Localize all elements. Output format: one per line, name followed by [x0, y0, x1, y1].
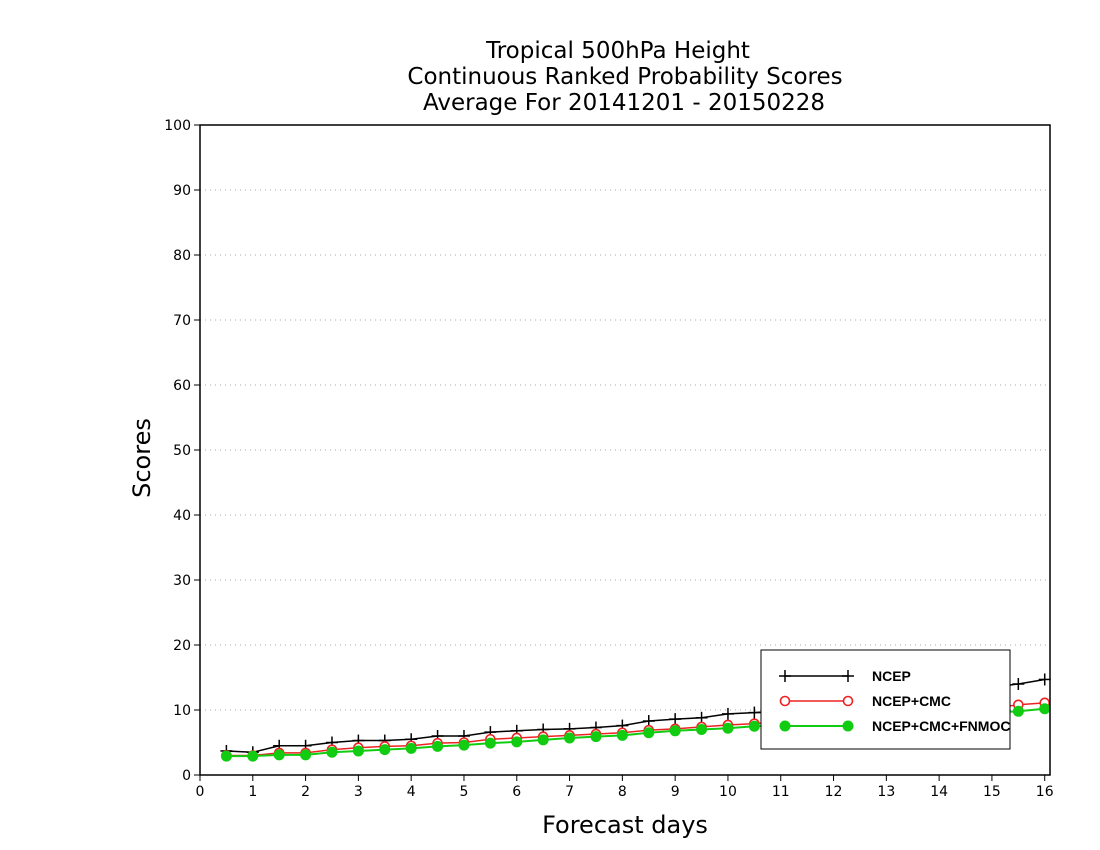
point-ncep-cmc-fnmoc-20	[748, 720, 760, 732]
x-tick-label-7: 7	[565, 784, 574, 800]
point-ncep-cmc-fnmoc-30	[1012, 705, 1024, 717]
x-tick-label-6: 6	[512, 784, 521, 800]
x-tick-label-13: 13	[877, 784, 895, 800]
point-ncep-cmc-fnmoc-4	[326, 746, 338, 758]
point-ncep-cmc-fnmoc-31	[1039, 703, 1051, 715]
y-tick-label-10: 10	[173, 703, 191, 719]
x-tick-label-15: 15	[983, 784, 1001, 800]
point-ncep-cmc-fnmoc-5	[352, 745, 364, 757]
x-tick-label-8: 8	[618, 784, 627, 800]
y-tick-label-100: 100	[164, 118, 191, 134]
point-ncep-cmc-fnmoc-17	[669, 725, 681, 737]
y-tick-label-0: 0	[182, 768, 191, 784]
point-ncep-cmc-fnmoc-13	[564, 732, 576, 744]
point-ncep-cmc-fnmoc-10	[484, 737, 496, 749]
point-ncep-cmc-fnmoc-0	[220, 750, 232, 762]
chart-title: Tropical 500hPa Height Continuous Ranked…	[407, 38, 842, 116]
x-tick-label-5: 5	[460, 784, 469, 800]
point-ncep-31	[1038, 673, 1051, 686]
x-tick-label-11: 11	[772, 784, 790, 800]
y-tick-label-50: 50	[173, 443, 191, 459]
point-ncep-cmc-fnmoc-19	[722, 722, 734, 734]
legend-marker-start-ncep	[779, 670, 791, 682]
x-axis-label: Forecast days	[542, 811, 708, 839]
x-tick-label-4: 4	[407, 784, 416, 800]
x-tick-label-16: 16	[1036, 784, 1054, 800]
legend-marker-end-ncep-cmc	[842, 695, 854, 707]
x-axis-ticks: 0 1 2 3 4 5 6 7 8 9 10 11 12 13 14 15 16	[196, 775, 1054, 800]
legend: NCEP NCEP+CMC NCEP+CMC+FNMOC	[760, 649, 1011, 750]
y-tick-label-70: 70	[173, 313, 191, 329]
point-ncep-cmc-fnmoc-14	[590, 731, 602, 743]
legend-box	[760, 649, 1011, 750]
point-ncep-cmc-fnmoc-18	[696, 724, 708, 735]
point-ncep-cmc-fnmoc-1	[247, 750, 259, 762]
grid-lines	[200, 189, 1050, 711]
y-tick-label-40: 40	[173, 508, 191, 524]
point-ncep-cmc-fnmoc-3	[300, 749, 312, 761]
legend-marker-end-ncep-cmc-fnmoc	[842, 720, 854, 732]
legend-label-ncep: NCEP	[872, 668, 911, 684]
point-ncep-20	[748, 706, 761, 719]
point-ncep-17	[669, 713, 682, 726]
point-ncep-cmc-fnmoc-7	[405, 742, 417, 754]
x-tick-label-2: 2	[301, 784, 310, 800]
title-line-1: Tropical 500hPa Height	[485, 38, 750, 64]
point-ncep-19	[721, 707, 734, 720]
legend-marker-end-ncep	[842, 670, 854, 682]
y-tick-label-30: 30	[173, 573, 191, 589]
legend-item-ncep: NCEP	[779, 668, 911, 684]
x-tick-label-3: 3	[354, 784, 363, 800]
legend-marker-start-ncep-cmc	[779, 695, 791, 707]
x-tick-label-9: 9	[671, 784, 680, 800]
y-tick-label-90: 90	[173, 183, 191, 199]
point-ncep-cmc-fnmoc-8	[432, 740, 444, 752]
x-tick-label-0: 0	[196, 784, 205, 800]
legend-label-ncep-cmc-fnmoc: NCEP+CMC+FNMOC	[872, 718, 1010, 734]
y-tick-label-60: 60	[173, 378, 191, 394]
point-ncep-cmc-fnmoc-16	[643, 727, 655, 739]
y-axis-label: Scores	[128, 418, 156, 498]
title-line-2: Continuous Ranked Probability Scores	[407, 64, 842, 90]
point-ncep-cmc-fnmoc-12	[537, 734, 549, 746]
point-ncep-cmc-fnmoc-15	[616, 729, 628, 741]
x-tick-label-1: 1	[248, 784, 257, 800]
x-tick-label-14: 14	[930, 784, 948, 800]
title-line-3: Average For 20141201 - 20150228	[423, 90, 825, 116]
point-ncep-30	[1012, 678, 1025, 690]
point-ncep-cmc-fnmoc-6	[379, 744, 391, 756]
point-ncep-cmc-fnmoc-11	[511, 736, 523, 748]
legend-marker-start-ncep-cmc-fnmoc	[779, 720, 791, 732]
point-ncep-cmc-fnmoc-9	[458, 739, 470, 751]
y-tick-label-20: 20	[173, 638, 191, 654]
legend-label-ncep-cmc: NCEP+CMC	[872, 693, 951, 709]
y-axis-ticks: 0 10 20 30 40 50 60 70 80 90 100	[164, 118, 200, 784]
point-ncep-cmc-fnmoc-2	[273, 749, 285, 761]
x-tick-label-10: 10	[719, 784, 737, 800]
y-tick-label-80: 80	[173, 248, 191, 264]
legend-entries: NCEP NCEP+CMC NCEP+CMC+FNMOC	[779, 668, 1010, 734]
x-tick-label-12: 12	[825, 784, 843, 800]
legend-item-ncep-cmc-fnmoc: NCEP+CMC+FNMOC	[779, 718, 1010, 734]
legend-item-ncep-cmc: NCEP+CMC	[779, 693, 951, 709]
